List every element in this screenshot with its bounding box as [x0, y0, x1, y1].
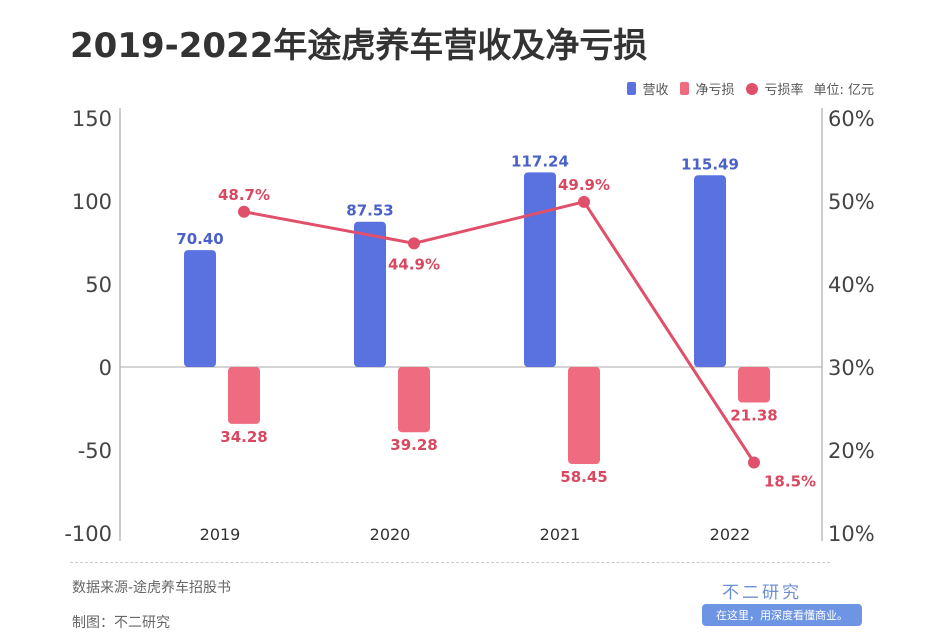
revenue-label: 70.40	[176, 230, 223, 248]
x-tick-label: 2020	[370, 525, 411, 544]
loss-rate-point	[408, 237, 420, 250]
y-tick-label: 100	[72, 190, 112, 214]
y2-tick-label: 60%	[828, 107, 875, 131]
chart-title: 2019-2022年途虎养车营收及净亏损	[70, 26, 648, 66]
loss-label: 58.45	[560, 468, 607, 486]
legend-revenue: 营收	[642, 83, 669, 98]
legend-rate: 亏损率	[764, 83, 804, 98]
legend-rate-marker	[746, 82, 759, 95]
y-tick-label: -50	[78, 439, 112, 463]
legend-revenue-swatch	[627, 82, 637, 95]
legend-loss-swatch	[680, 82, 690, 95]
loss-rate-label: 48.7%	[218, 186, 270, 204]
maker-text: 制图：不二研究	[72, 615, 170, 631]
revenue-label: 115.49	[681, 155, 739, 173]
legend: 营收 净亏损 亏损率 单位: 亿元	[627, 79, 874, 98]
y2-tick-label: 40%	[828, 273, 875, 297]
brand-logo: 不二研究	[722, 583, 802, 603]
source-text: 数据来源-途虎养车招股书	[72, 580, 232, 596]
loss-rate-point	[748, 456, 760, 469]
y2-tick-label: 50%	[828, 190, 875, 214]
loss-bar	[568, 367, 600, 465]
loss-label: 39.28	[390, 436, 437, 454]
loss-label: 34.28	[220, 428, 267, 446]
revenue-bar	[354, 221, 386, 367]
loss-rate-label: 49.9%	[558, 176, 610, 194]
loss-rate-point	[238, 205, 250, 218]
y2-tick-label: 10%	[828, 522, 875, 546]
y-tick-label: 50	[85, 273, 112, 297]
legend-loss: 净亏损	[695, 83, 735, 98]
x-tick-label: 2022	[710, 525, 751, 544]
y2-tick-label: 30%	[828, 356, 875, 380]
revenue-bar	[694, 175, 726, 367]
divider	[70, 562, 830, 563]
y-tick-label: 150	[72, 107, 112, 131]
x-tick-label: 2019	[200, 525, 241, 544]
brand-slogan: 在这里，用深度看懂商业。	[702, 604, 862, 626]
revenue-label: 117.24	[511, 152, 569, 170]
y2-tick-label: 20%	[828, 439, 875, 463]
loss-rate-line	[243, 200, 756, 464]
revenue-label: 87.53	[346, 202, 393, 220]
unit-label: 单位: 亿元	[813, 83, 874, 98]
loss-bar	[398, 367, 430, 433]
loss-bar	[228, 367, 260, 424]
x-tick-label: 2021	[540, 525, 581, 544]
y-tick-label: 0	[99, 356, 112, 380]
loss-rate-label: 44.9%	[388, 255, 440, 273]
loss-rate-point	[578, 195, 590, 208]
revenue-bar	[184, 250, 216, 367]
loss-bar	[738, 367, 770, 403]
loss-label: 21.38	[730, 406, 777, 424]
y-tick-label: -100	[64, 522, 112, 546]
loss-rate-label: 18.5%	[764, 472, 816, 490]
revenue-bar	[524, 172, 556, 367]
